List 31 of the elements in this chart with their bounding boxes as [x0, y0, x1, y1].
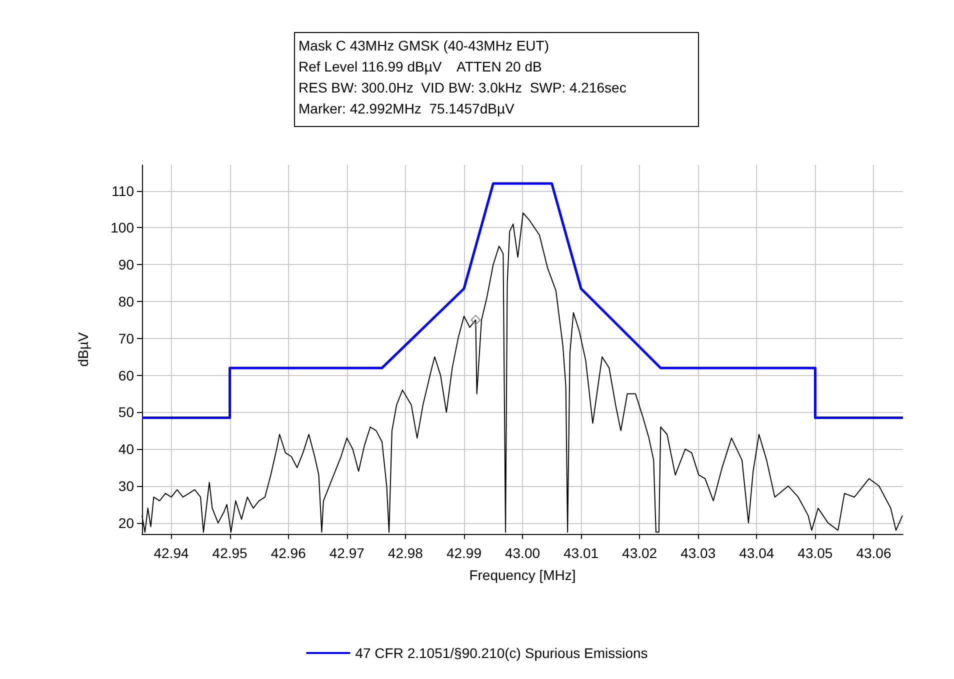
x-axis-title: Frequency [MHz] [469, 567, 576, 583]
y-tick-label: 60 [118, 367, 134, 384]
y-tick-label: 80 [118, 294, 134, 310]
y-tick-label: 20 [118, 514, 134, 531]
y-tick-label: 110 [112, 182, 134, 199]
y-axis-title: dBµV [75, 332, 91, 367]
x-tick-label: 43.02 [622, 545, 658, 561]
y-tick-label: 90 [118, 256, 134, 273]
x-tick-label: 43.05 [798, 545, 833, 561]
x-tick-label: 43.00 [504, 545, 540, 561]
y-tick-label: 40 [118, 441, 134, 458]
text: RES BW: 300.0Hz VID BW: 3.0kHz SWP: 4.216sec [298, 80, 626, 96]
line-series [140, 182, 904, 420]
x-tick-label: 43.06 [856, 545, 892, 561]
x-tick-label: 43.04 [739, 545, 774, 561]
y-tick-label: 70 [118, 330, 134, 346]
x-tick-label: 42.96 [270, 545, 306, 561]
y-tick-label: 100 [110, 220, 134, 236]
x-tick-label: 42.95 [212, 545, 248, 561]
x-tick-label: 42.99 [446, 545, 482, 561]
text: Marker: 42.992MHz 75.1457dBµV [298, 100, 516, 116]
x-tick-label: 42.94 [154, 545, 189, 561]
legend-label: 47 CFR 2.1051/§90.210(c) Spurious Emissions [355, 645, 648, 661]
y-tick-label: 50 [118, 404, 134, 420]
text: Ref Level 116.99 dBµV ATTEN 20 dB [298, 58, 542, 74]
x-tick-label: 42.98 [388, 545, 424, 561]
text: Mask C 43MHz GMSK (40-43MHz EUT) [298, 38, 549, 54]
y-tick-label: 30 [118, 478, 134, 494]
x-tick-label: 43.01 [564, 545, 599, 561]
x-tick-label: 43.03 [680, 545, 716, 561]
x-tick-label: 42.97 [329, 545, 365, 561]
